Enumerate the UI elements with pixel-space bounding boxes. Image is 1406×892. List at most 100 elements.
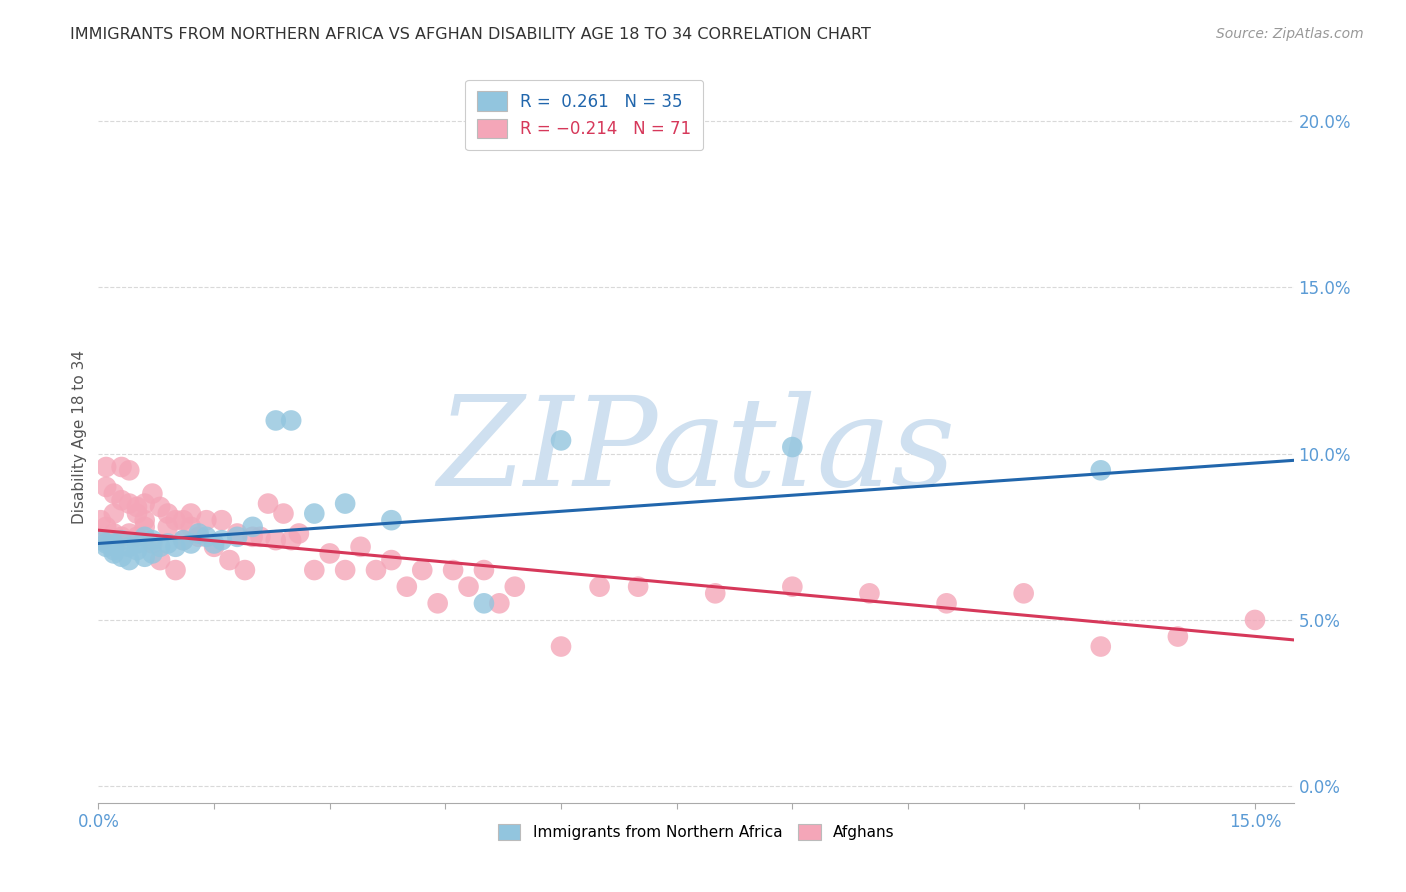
Point [782,440,804,454]
Point [91,533,114,548]
Point [935,596,957,610]
Point [249,530,271,544]
Point [118,526,141,541]
Point [195,513,218,527]
Point [349,540,371,554]
Point [103,526,125,541]
Point [103,546,125,560]
Point [202,536,225,550]
Point [319,546,342,560]
Point [141,546,163,560]
Point [180,536,202,550]
Point [304,563,326,577]
Point [165,563,187,577]
Point [91,533,114,548]
Point [441,563,464,577]
Point [156,507,179,521]
Point [380,513,402,527]
Point [242,520,264,534]
Point [118,463,141,477]
Point [103,507,125,521]
Point [156,536,179,550]
Point [488,596,510,610]
Point [395,580,418,594]
Point [110,493,132,508]
Point [94,540,117,554]
Point [1090,463,1112,477]
Point [125,500,148,514]
Point [858,586,880,600]
Point [550,434,572,448]
Point [156,520,179,534]
Point [242,530,264,544]
Point [1244,613,1267,627]
Point [134,497,156,511]
Point [588,580,610,594]
Point [118,553,141,567]
Point [264,413,287,427]
Point [218,553,240,567]
Point [1012,586,1035,600]
Point [280,413,302,427]
Point [134,530,156,544]
Point [187,530,209,544]
Point [141,486,163,500]
Point [1090,640,1112,654]
Point [125,530,148,544]
Text: ZIPatlas: ZIPatlas [437,391,955,513]
Point [380,553,402,567]
Point [118,540,141,554]
Point [125,507,148,521]
Point [704,586,727,600]
Point [226,526,249,541]
Point [195,530,218,544]
Point [110,460,132,475]
Point [94,480,117,494]
Point [288,526,311,541]
Point [141,533,163,548]
Point [180,520,202,534]
Point [411,563,433,577]
Point [211,533,233,548]
Point [118,497,141,511]
Point [165,540,187,554]
Point [94,460,117,475]
Point [165,513,187,527]
Point [94,536,117,550]
Point [125,536,148,550]
Point [134,513,156,527]
Point [149,500,172,514]
Point [426,596,449,610]
Point [94,520,117,534]
Point [211,513,233,527]
Point [172,533,194,548]
Point [125,543,148,558]
Point [110,549,132,564]
Point [103,543,125,558]
Point [264,533,287,548]
Point [180,507,202,521]
Point [110,533,132,548]
Point [149,540,172,554]
Point [134,549,156,564]
Point [172,513,194,527]
Point [149,553,172,567]
Point [187,526,209,541]
Point [472,563,495,577]
Point [503,580,526,594]
Point [103,486,125,500]
Legend: Immigrants from Northern Africa, Afghans: Immigrants from Northern Africa, Afghans [492,818,900,847]
Point [103,536,125,550]
Point [1167,630,1189,644]
Point [134,520,156,534]
Point [364,563,387,577]
Point [172,533,194,548]
Point [304,507,326,521]
Point [110,530,132,544]
Point [280,533,302,548]
Point [226,530,249,544]
Point [257,497,280,511]
Point [550,640,572,654]
Point [333,497,356,511]
Point [472,596,495,610]
